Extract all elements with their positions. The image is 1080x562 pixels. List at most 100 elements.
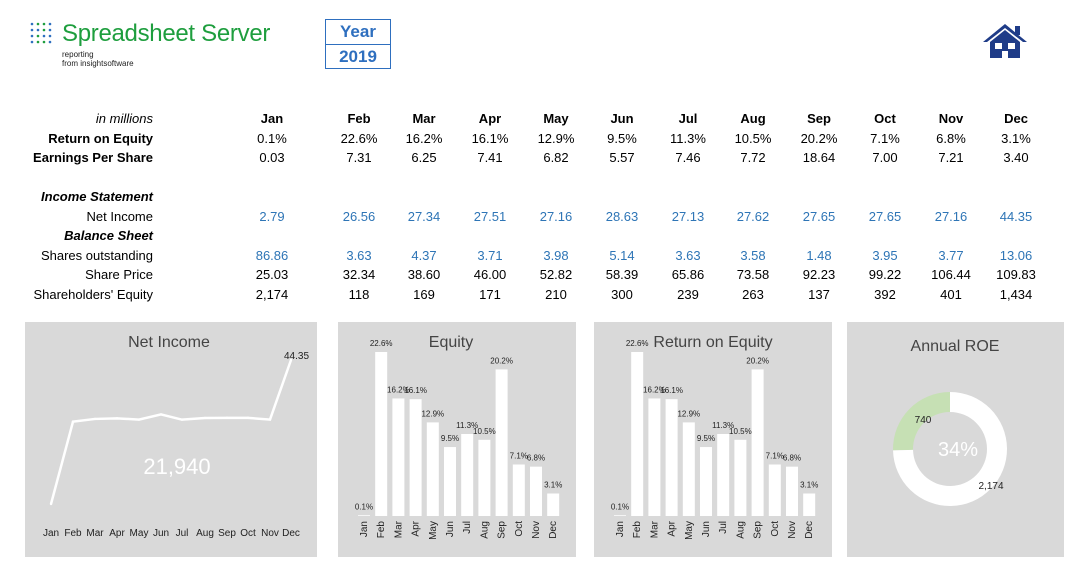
eps-cell: 5.57 xyxy=(609,150,635,165)
bar xyxy=(461,434,474,516)
x-tick-label: Dec xyxy=(804,521,815,539)
equity-cell: 2,174 xyxy=(255,287,289,302)
equity-cell: 137 xyxy=(808,287,830,302)
x-tick-label: Mar xyxy=(649,520,660,538)
price-cell: 38.60 xyxy=(407,267,441,282)
net-income-cell: 26.56 xyxy=(342,209,376,224)
bar xyxy=(530,466,542,516)
net-income-line xyxy=(49,359,293,505)
x-tick-label: May xyxy=(130,528,149,539)
eps-cell: 0.03 xyxy=(259,150,285,165)
chart-title: Annual ROE xyxy=(911,338,1000,355)
roe-cell: 20.2% xyxy=(800,131,838,146)
x-tick-label: Oct xyxy=(770,521,781,537)
bar xyxy=(751,369,764,516)
data-point xyxy=(159,413,163,416)
x-tick-label: Nov xyxy=(787,521,798,539)
net-income-cell: 27.65 xyxy=(802,209,836,224)
eps-cell: 3.40 xyxy=(1003,150,1029,165)
equity-cell: 118 xyxy=(348,287,370,302)
shares-cell: 1.48 xyxy=(806,248,832,263)
month-header: Apr xyxy=(478,111,502,126)
data-point xyxy=(49,502,53,506)
data-point xyxy=(268,418,272,421)
logo-subline-reporting: reporting xyxy=(62,50,94,59)
bar xyxy=(547,493,560,516)
unit-label: in millions xyxy=(95,111,153,126)
x-tick-label: Feb xyxy=(376,521,387,539)
annual-roe-panel: Annual ROE 740 2,174 34% xyxy=(847,322,1064,557)
data-point xyxy=(225,416,229,420)
data-label: 6.8% xyxy=(783,454,801,463)
data-label: 0.1% xyxy=(355,502,373,511)
bar xyxy=(512,464,525,516)
roe-cell: 10.5% xyxy=(734,131,772,146)
price-cell: 106.44 xyxy=(931,267,971,282)
shares-cell: 3.71 xyxy=(477,248,503,263)
net-income-cell: 27.13 xyxy=(671,209,705,224)
bar xyxy=(717,434,730,516)
eps-cell: 7.31 xyxy=(346,150,372,165)
data-label: 10.5% xyxy=(729,427,752,436)
year-selector[interactable]: Year 2019 xyxy=(325,19,391,69)
home-icon[interactable] xyxy=(981,22,1029,60)
x-tick-label: Mar xyxy=(86,528,104,539)
eps-cell: 7.00 xyxy=(872,150,898,165)
data-label: 22.6% xyxy=(370,339,393,348)
price-cell: 52.82 xyxy=(539,267,573,282)
data-label: 11.3% xyxy=(712,421,734,430)
equity-cell: 171 xyxy=(479,287,501,302)
shares-cell: 3.63 xyxy=(346,248,372,263)
x-tick-label: Dec xyxy=(282,528,300,539)
x-tick-label: Oct xyxy=(240,528,256,539)
shares-cell: 3.63 xyxy=(675,248,701,263)
x-tick-label: Jul xyxy=(176,528,189,539)
price-cell: 32.34 xyxy=(342,267,376,282)
data-point xyxy=(93,417,97,421)
chart-title: Return on Equity xyxy=(653,334,772,351)
net-income-cell: 2.79 xyxy=(259,209,285,224)
row-label-eps: Earnings Per Share xyxy=(33,150,153,165)
x-tick-label: Sep xyxy=(218,528,236,539)
data-label: 20.2% xyxy=(490,356,513,365)
shares-cell: 3.77 xyxy=(938,248,964,263)
price-cell: 46.00 xyxy=(473,267,507,282)
year-value[interactable]: 2019 xyxy=(339,47,377,66)
month-header: Jun xyxy=(610,111,634,126)
x-tick-label: Feb xyxy=(632,521,643,539)
donut-slice xyxy=(893,392,950,451)
bar xyxy=(803,493,816,516)
year-label: Year xyxy=(326,20,390,45)
x-tick-label: Nov xyxy=(531,521,542,539)
roe-cell: 11.3% xyxy=(670,131,706,146)
shares-cell: 3.58 xyxy=(740,248,766,263)
data-label: 3.1% xyxy=(800,481,818,490)
x-tick-label: Nov xyxy=(261,528,279,539)
roe-chart: Return on Equity 0.1% Jan 22.6% Feb 16.2% Mar 1… xyxy=(611,334,818,540)
eps-cell: 6.25 xyxy=(411,150,437,165)
x-tick-label: Aug xyxy=(479,521,490,539)
roe-cell: 12.9% xyxy=(537,131,575,146)
data-label: 10.5% xyxy=(473,427,496,436)
equity-panel: Equity 0.1% Jan 22.6% Feb 16.2% Mar 16.1% Apr 12.… xyxy=(338,322,576,557)
bar xyxy=(358,515,370,516)
data-point xyxy=(203,416,207,420)
data-label: 9.5% xyxy=(697,434,715,443)
bar xyxy=(631,352,644,516)
month-header: Mar xyxy=(412,111,436,126)
month-header: Jan xyxy=(260,111,284,126)
x-tick-label: Jan xyxy=(615,521,626,537)
price-cell: 92.23 xyxy=(802,267,836,282)
shares-cell: 13.06 xyxy=(999,248,1033,263)
price-cell: 99.22 xyxy=(868,267,902,282)
bar xyxy=(700,447,712,516)
roe-cell: 9.5% xyxy=(607,131,637,146)
bar xyxy=(375,352,388,516)
data-point xyxy=(246,416,250,420)
app-name: Spreadsheet Server xyxy=(62,20,271,47)
shares-cell: 4.37 xyxy=(411,248,437,263)
equity-cell: 263 xyxy=(742,287,764,302)
data-label: 22.6% xyxy=(626,339,649,348)
eps-cell: 7.21 xyxy=(938,150,964,165)
net-income-cell: 27.34 xyxy=(407,209,441,224)
